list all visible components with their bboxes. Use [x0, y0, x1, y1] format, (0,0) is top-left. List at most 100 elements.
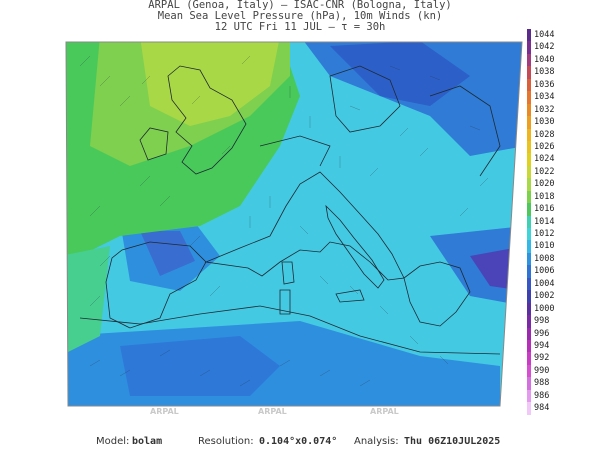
legend-swatch: [527, 190, 531, 204]
legend-swatch: [527, 277, 531, 291]
legend-swatch: [527, 178, 531, 191]
legend-entry: 998: [527, 315, 577, 328]
legend-entry: 1006: [527, 265, 577, 278]
legend-label: 984: [534, 403, 550, 414]
legend-entry: 1028: [527, 128, 577, 141]
legend-label: 998: [534, 316, 550, 327]
legend-label: 1004: [534, 278, 555, 289]
legend-label: 1038: [534, 67, 555, 78]
legend-entry: 1016: [527, 203, 577, 216]
legend-entry: 1000: [527, 302, 577, 316]
model-label: Model:: [96, 436, 130, 447]
legend-label: 1042: [534, 42, 555, 53]
legend-swatch: [527, 402, 531, 415]
legend-label: 992: [534, 353, 550, 364]
header-validity: 12 UTC Fri 11 JUL – τ = 30h: [214, 21, 386, 33]
analysis-label: Analysis:: [354, 436, 399, 447]
legend-swatch: [527, 78, 531, 92]
legend-label: 1044: [534, 30, 555, 40]
legend-label: 1024: [534, 154, 555, 165]
legend-swatch: [527, 91, 531, 104]
legend-label: 1022: [534, 166, 555, 177]
legend-label: 1006: [534, 266, 555, 277]
legend-label: 994: [534, 340, 550, 351]
legend-swatch: [527, 377, 531, 390]
legend-swatch: [527, 116, 531, 129]
map-frame: [65, 41, 523, 407]
legend-swatch: [527, 66, 531, 79]
resolution-value: 0.104°x0.074°: [259, 436, 338, 447]
legend-entry: 1022: [527, 165, 577, 179]
legend-entry: 988: [527, 377, 577, 390]
legend-label: 1032: [534, 104, 555, 115]
legend-swatch: [527, 364, 531, 378]
legend-label: 1018: [534, 191, 555, 202]
legend-swatch: [527, 265, 531, 278]
watermark-logo: ARPAL: [258, 407, 287, 416]
legend-label: 1016: [534, 204, 555, 215]
legend-label: 1012: [534, 229, 555, 239]
legend-label: 996: [534, 328, 550, 339]
legend-label: 1010: [534, 241, 555, 252]
legend-swatch: [527, 327, 531, 340]
legend-label: 986: [534, 390, 550, 401]
legend-swatch: [527, 240, 531, 253]
resolution-label: Resolution:: [198, 436, 254, 447]
legend-label: 1040: [534, 54, 555, 65]
legend-label: 1002: [534, 291, 555, 302]
legend-label: 1030: [534, 117, 555, 128]
legend-entry: 996: [527, 327, 577, 340]
legend-label: 1014: [534, 216, 555, 227]
analysis-value: Thu 06Z10JUL2025: [404, 436, 501, 447]
pressure-legend: 1044 1042 1040 1038 1036 1034 1032 1030 1028 1026…: [527, 29, 577, 415]
legend-swatch: [527, 165, 531, 179]
legend-entry: 1038: [527, 66, 577, 79]
legend-label: 1036: [534, 79, 555, 90]
legend-swatch: [527, 153, 531, 166]
coastlines: [79, 65, 501, 355]
legend-label: 1034: [534, 92, 555, 103]
legend-swatch: [527, 302, 531, 316]
legend-entry: 1024: [527, 153, 577, 166]
legend-entry: 1020: [527, 178, 577, 191]
legend-entry: 986: [527, 389, 577, 403]
legend-entry: 990: [527, 364, 577, 378]
legend-entry: 1036: [527, 78, 577, 92]
legend-swatch: [527, 203, 531, 216]
legend-swatch: [527, 315, 531, 328]
legend-label: 1028: [534, 129, 555, 140]
legend-entry: 1026: [527, 140, 577, 154]
wind-barbs: [79, 55, 489, 387]
legend-label: 990: [534, 365, 550, 376]
legend-label: 1020: [534, 179, 555, 190]
header-producer: ARPAL (Genoa, Italy) – ISAC-CNR (Bologna…: [148, 0, 452, 11]
legend-entry: 1040: [527, 53, 577, 67]
legend-entry: 1002: [527, 290, 577, 303]
pressure-field: [66, 42, 522, 406]
legend-swatch: [527, 389, 531, 403]
legend-entry: 994: [527, 339, 577, 353]
legend-swatch: [527, 128, 531, 141]
legend-swatch: [527, 252, 531, 266]
legend-label: 988: [534, 378, 550, 389]
legend-swatch: [527, 41, 531, 54]
legend-entry: 1044: [527, 29, 577, 42]
legend-swatch: [527, 53, 531, 67]
legend-entry: 992: [527, 352, 577, 365]
legend-entry: 1004: [527, 277, 577, 291]
legend-entry: 1030: [527, 116, 577, 129]
map-header: ARPAL (Genoa, Italy) – ISAC-CNR (Bologna…: [0, 0, 600, 33]
legend-entry: 1014: [527, 215, 577, 228]
legend-entry: 1042: [527, 41, 577, 54]
model-value: bolam: [132, 436, 163, 447]
watermark-logo: ARPAL: [150, 407, 179, 416]
legend-swatch: [527, 29, 531, 42]
legend-label: 1000: [534, 303, 555, 314]
legend-entry: 1010: [527, 240, 577, 253]
legend-entry: 984: [527, 402, 577, 415]
legend-swatch: [527, 103, 531, 117]
legend-swatch: [527, 215, 531, 228]
legend-swatch: [527, 290, 531, 303]
legend-swatch: [527, 140, 531, 154]
legend-entry: 1032: [527, 103, 577, 117]
